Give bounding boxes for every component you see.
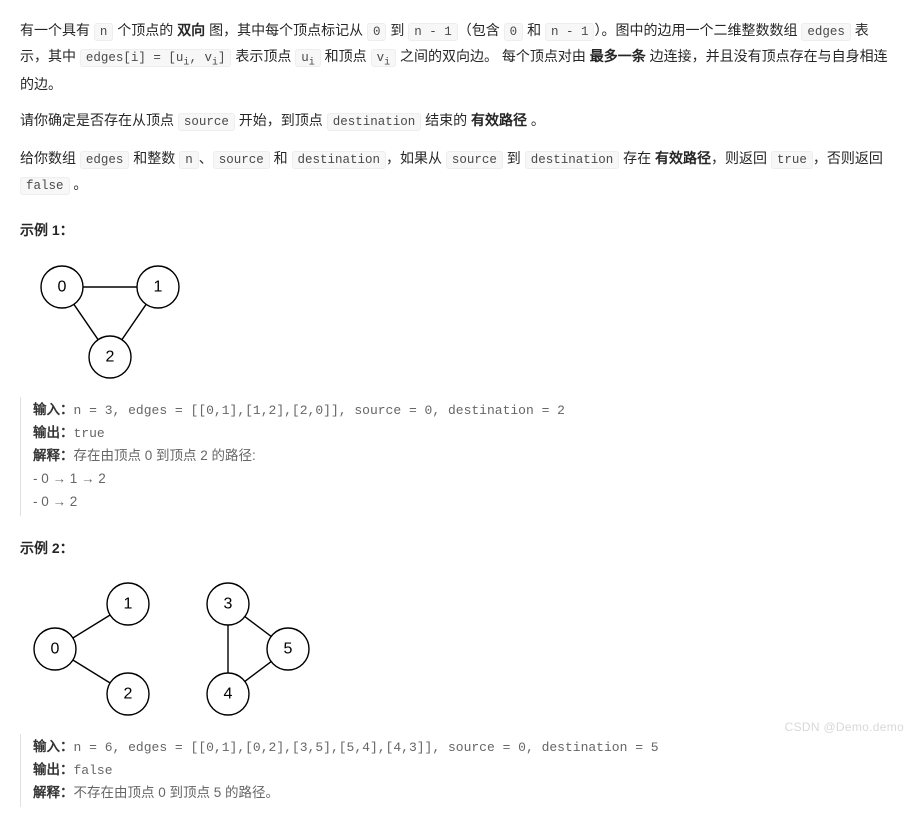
- problem-para-3: 给你数组 edges 和整数 n、source 和 destination，如果…: [20, 146, 896, 198]
- code-source: source: [213, 151, 270, 169]
- svg-text:4: 4: [224, 686, 233, 703]
- bold-bidirectional: 双向: [177, 22, 205, 38]
- svg-text:3: 3: [224, 596, 233, 613]
- code-n-minus-1: n - 1: [408, 23, 458, 41]
- text: 到: [386, 22, 408, 38]
- code-n: n: [179, 151, 199, 169]
- svg-text:1: 1: [154, 278, 163, 295]
- text: 。: [527, 112, 545, 128]
- example-1-path-2: - 0 → 2: [33, 491, 896, 514]
- bold-valid-path: 有效路径: [655, 150, 711, 166]
- code-false: false: [20, 177, 70, 195]
- text: 给你数组: [20, 150, 80, 166]
- text: ）。图中的边用一个二维整数数组: [594, 22, 801, 38]
- svg-text:0: 0: [58, 278, 67, 295]
- code-destination: destination: [525, 151, 620, 169]
- text: 表示顶点: [231, 48, 295, 64]
- text: ，否则返回: [813, 150, 883, 166]
- code-destination: destination: [292, 151, 387, 169]
- text: 到: [503, 150, 525, 166]
- input-label: 输入：: [33, 739, 74, 754]
- code-n-minus-1: n - 1: [545, 23, 595, 41]
- example-1-input: n = 3, edges = [[0,1],[1,2],[2,0]], sour…: [74, 403, 565, 418]
- text: ，则返回: [711, 150, 771, 166]
- text: 和: [270, 150, 292, 166]
- text: 和顶点: [321, 48, 371, 64]
- text: 之间的双向边。 每个顶点对由: [396, 48, 590, 64]
- svg-text:2: 2: [124, 686, 133, 703]
- problem-para-1: 有一个具有 n 个顶点的 双向 图，其中每个顶点标记从 0 到 n - 1（包含…: [20, 18, 896, 96]
- svg-text:1: 1: [124, 596, 133, 613]
- example-2-input: n = 6, edges = [[0,1],[0,2],[3,5],[5,4],…: [74, 740, 659, 755]
- code-edges: edges: [801, 23, 851, 41]
- code-edges-i: edges[i] = [ui, vi]: [80, 49, 232, 67]
- svg-text:5: 5: [284, 641, 293, 658]
- code-destination: destination: [327, 113, 422, 131]
- text: 和整数: [129, 150, 179, 166]
- example-1-graph: 0 1 2: [20, 257, 180, 387]
- output-label: 输出：: [33, 425, 74, 440]
- bold-valid-path: 有效路径: [471, 112, 527, 128]
- code-0: 0: [504, 23, 524, 41]
- example-1-heading: 示例 1：: [20, 218, 896, 243]
- explanation-label: 解释：: [33, 785, 74, 800]
- code-true: true: [771, 151, 813, 169]
- input-label: 输入：: [33, 402, 74, 417]
- text: ，如果从: [386, 150, 446, 166]
- text: 、: [199, 150, 213, 166]
- example-1-block: 输入：n = 3, edges = [[0,1],[1,2],[2,0]], s…: [20, 397, 896, 516]
- text: （包含: [458, 22, 504, 38]
- bold-atmost: 最多一条: [590, 48, 646, 64]
- code-n: n: [94, 23, 114, 41]
- code-0: 0: [367, 23, 387, 41]
- output-label: 输出：: [33, 762, 74, 777]
- example-2-heading: 示例 2：: [20, 536, 896, 561]
- code-edges: edges: [80, 151, 130, 169]
- explanation-label: 解释：: [33, 448, 74, 463]
- example-2-block: 输入：n = 6, edges = [[0,1],[0,2],[3,5],[5,…: [20, 734, 896, 807]
- code-source: source: [446, 151, 503, 169]
- code-vi: vi: [371, 49, 397, 67]
- text: 开始，到顶点: [235, 112, 327, 128]
- text: 图，其中每个顶点标记从: [205, 22, 367, 38]
- text: 请你确定是否存在从顶点: [20, 112, 178, 128]
- svg-text:0: 0: [51, 641, 60, 658]
- example-1-path-1: - 0 → 1 → 2: [33, 468, 896, 491]
- text: 结束的: [421, 112, 471, 128]
- example-2-output: false: [74, 763, 113, 778]
- problem-para-2: 请你确定是否存在从顶点 source 开始，到顶点 destination 结束…: [20, 108, 896, 134]
- code-ui: ui: [295, 49, 321, 67]
- text: 。: [70, 176, 88, 192]
- example-2-explanation: 不存在由顶点 0 到顶点 5 的路径。: [74, 785, 280, 800]
- text: 和: [523, 22, 545, 38]
- svg-text:2: 2: [106, 348, 115, 365]
- code-source: source: [178, 113, 235, 131]
- text: 有一个具有: [20, 22, 94, 38]
- example-2-graph: 0 1 2 3 4 5: [20, 574, 310, 724]
- example-1-explanation: 存在由顶点 0 到顶点 2 的路径:: [74, 448, 256, 463]
- text: 存在: [619, 150, 655, 166]
- example-1-output: true: [74, 426, 105, 441]
- text: 个顶点的: [113, 22, 177, 38]
- watermark: CSDN @Demo.demo: [785, 717, 904, 738]
